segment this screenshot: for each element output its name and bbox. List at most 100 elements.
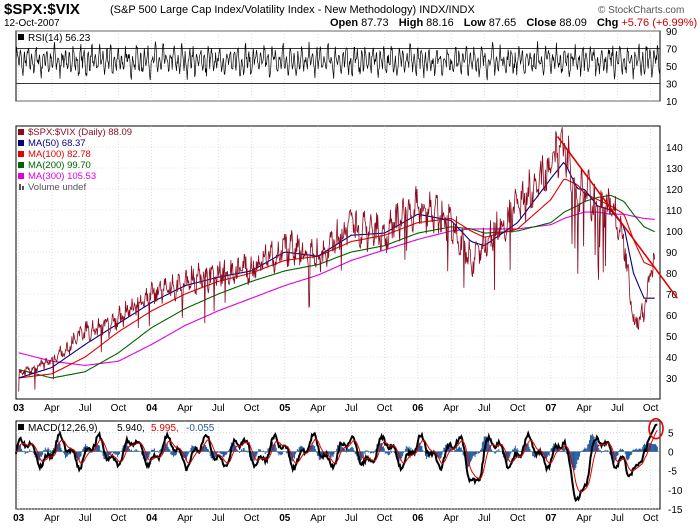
ohlc-readout: Open 87.73 High 88.16 Low 87.65 Close 88.09 …	[330, 17, 697, 29]
main-x-label: Apr	[177, 403, 193, 414]
main-x-label: 04	[146, 403, 158, 414]
macd-x-label: Oct	[244, 513, 260, 524]
macd-x-label: Jul	[79, 513, 92, 524]
ma200-line	[18, 194, 655, 379]
ma200-legend-swatch	[18, 162, 24, 168]
main-panel-frame	[15, 125, 661, 400]
macd-line	[15, 423, 658, 503]
macd-y-tick: 5	[668, 428, 674, 439]
chart-description: (S&P 500 Large Cap Index/Volatility Inde…	[110, 4, 475, 16]
ma300-line	[18, 211, 655, 366]
price-line	[18, 127, 656, 392]
macd-x-label: 06	[412, 513, 424, 524]
rsi-y-tick: 10	[666, 97, 678, 108]
main-y-tick: 50	[666, 332, 678, 343]
macd-x-label: Oct	[111, 513, 127, 524]
rsi-y-tick: 30	[666, 80, 678, 91]
macd-legend-swatch	[18, 424, 24, 430]
macd-signal-line	[15, 430, 658, 493]
main-x-label: 03	[13, 403, 25, 414]
macd-legend-name: MACD(12,26,9)	[28, 423, 97, 434]
rsi-y-tick: 50	[666, 62, 678, 73]
macd-y-tick: -10	[668, 486, 683, 497]
main-x-label: Oct	[643, 403, 659, 414]
macd-x-label: Apr	[177, 513, 193, 524]
ma300-legend: MA(300) 105.53	[28, 171, 96, 182]
rsi-y-tick: 70	[666, 45, 678, 56]
ma300-legend-swatch	[18, 173, 24, 179]
main-y-tick: 70	[666, 290, 678, 301]
macd-x-label: Oct	[643, 513, 659, 524]
ma50-legend: MA(50) 68.37	[28, 138, 86, 149]
main-x-label: Jul	[345, 403, 358, 414]
main-x-label: 05	[279, 403, 291, 414]
volume-legend-bar	[19, 184, 21, 190]
rsi-y-tick: 90	[666, 27, 678, 38]
main-y-tick: 30	[666, 374, 678, 385]
chart-symbol: $SPX:$VIX	[4, 1, 80, 18]
stockcharts-brand: © StockCharts.com	[598, 5, 685, 16]
macd-highlight-circle	[648, 417, 664, 440]
rsi-legend: RSI(14) 56.23	[28, 33, 91, 44]
close-value: 88.09	[559, 17, 587, 29]
low-value: 87.65	[488, 17, 517, 29]
high-value: 88.16	[426, 17, 454, 29]
volume-legend-bar	[22, 186, 24, 190]
rsi-legend-swatch	[18, 34, 24, 40]
macd-x-label: Oct	[510, 513, 526, 524]
macd-x-label: Jul	[212, 513, 225, 524]
macd-x-label: 03	[13, 513, 25, 524]
chg-label: Chg	[596, 17, 619, 29]
main-x-label: Oct	[111, 403, 127, 414]
main-x-label: Apr	[576, 403, 592, 414]
close-label: Close	[526, 17, 557, 29]
high-label: High	[398, 17, 424, 29]
volume-legend: Volume undef	[28, 182, 86, 193]
rsi-line	[15, 41, 661, 81]
ma200-legend: MA(200) 99.70	[28, 160, 91, 171]
main-y-tick: 120	[666, 185, 683, 196]
macd-legend-signal: 5.995,	[151, 423, 179, 434]
main-y-tick: 60	[666, 311, 678, 322]
main-x-label: Jul	[478, 403, 491, 414]
chart-date: 12-Oct-2007	[4, 18, 60, 29]
price-legend: $SPX:$VIX (Daily) 88.09	[28, 127, 132, 138]
macd-x-label: Apr	[576, 513, 592, 524]
price-legend-swatch	[18, 129, 24, 135]
main-y-tick: 80	[666, 269, 678, 280]
main-x-label: Oct	[377, 403, 393, 414]
main-y-tick: 100	[666, 227, 683, 238]
macd-x-label: 05	[279, 513, 291, 524]
macd-x-label: Apr	[310, 513, 326, 524]
main-y-tick: 110	[666, 206, 682, 217]
macd-x-label: Apr	[443, 513, 459, 524]
low-label: Low	[463, 17, 486, 29]
main-y-tick: 40	[666, 353, 678, 364]
chg-value: +5.76 (+6.99%)	[621, 17, 698, 29]
macd-panel-frame	[15, 420, 661, 510]
main-y-tick: 130	[666, 164, 683, 175]
macd-x-label: Oct	[377, 513, 393, 524]
open-value: 87.73	[361, 17, 389, 29]
main-x-label: Oct	[510, 403, 526, 414]
ma50-legend-swatch	[18, 140, 24, 146]
ma100-line	[18, 178, 655, 379]
main-x-label: Jul	[611, 403, 624, 414]
main-x-label: Jul	[212, 403, 225, 414]
macd-y-tick: 0	[668, 448, 674, 459]
main-y-tick: 90	[666, 248, 678, 259]
macd-legend-macd: 5.940,	[117, 423, 145, 434]
macd-y-tick: -5	[668, 467, 677, 478]
main-y-tick: 140	[666, 143, 683, 154]
macd-x-label: Apr	[44, 513, 60, 524]
macd-x-label: Jul	[345, 513, 358, 524]
main-x-label: Jul	[79, 403, 92, 414]
macd-y-tick: -15	[668, 505, 683, 516]
ma100-legend-swatch	[18, 151, 24, 157]
macd-x-label: 04	[146, 513, 158, 524]
macd-x-label: 07	[545, 513, 557, 524]
macd-x-label: Jul	[611, 513, 624, 524]
main-x-label: Apr	[310, 403, 326, 414]
macd-x-label: Jul	[478, 513, 491, 524]
macd-legend-hist: -0.055	[186, 423, 215, 434]
